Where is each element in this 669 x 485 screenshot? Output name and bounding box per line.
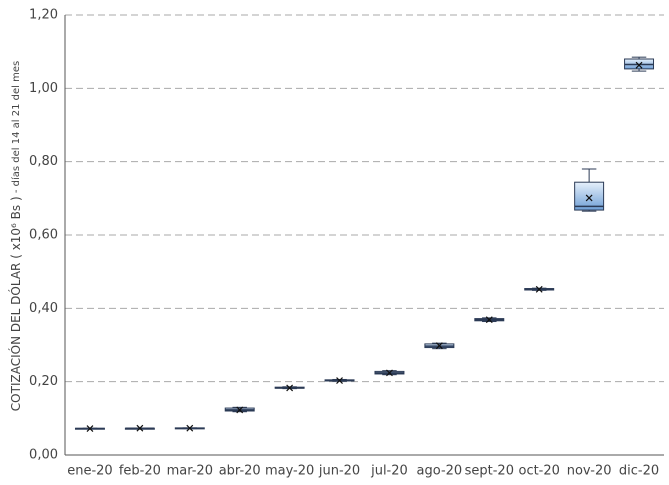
- x-tick-label: nov-20: [567, 464, 612, 479]
- mean-marker: [136, 424, 144, 432]
- mean-marker: [286, 384, 294, 392]
- y-axis-note: - días del 14 al 21 del mes: [10, 61, 22, 197]
- y-tick-label: 0,00: [29, 448, 58, 463]
- y-axis-label: COTIZACIÓN DEL DÓLAR ( x10⁶ Bs ): [8, 196, 23, 411]
- x-tick-label: abr-20: [219, 464, 261, 479]
- mean-marker: [86, 425, 94, 433]
- mean-marker: [635, 61, 643, 69]
- mean-marker: [435, 342, 443, 350]
- x-tick-label: ago-20: [417, 464, 463, 479]
- x-tick-label: feb-20: [119, 464, 161, 479]
- x-tick-label: oct-20: [518, 464, 559, 479]
- mean-marker: [236, 406, 244, 414]
- x-tick-label: ene-20: [67, 464, 112, 479]
- mean-marker: [535, 285, 543, 293]
- x-tick-label: mar-20: [167, 464, 213, 479]
- x-tick-label: jul-20: [370, 464, 408, 479]
- mean-marker: [186, 424, 194, 432]
- mean-marker: [585, 194, 593, 202]
- y-tick-label: 1,20: [29, 8, 58, 23]
- x-tick-label: jun-20: [318, 464, 360, 479]
- mean-marker: [336, 377, 343, 384]
- x-tick-label: sept-20: [465, 464, 514, 479]
- y-tick-label: 0,80: [29, 154, 58, 169]
- y-tick-label: 0,40: [29, 301, 58, 316]
- mean-marker: [386, 369, 393, 377]
- x-tick-label: may-20: [265, 464, 314, 479]
- x-tick-label: dic-20: [619, 464, 659, 479]
- y-tick-label: 0,60: [29, 228, 58, 243]
- mean-marker: [485, 316, 493, 324]
- y-tick-label: 1,00: [29, 81, 58, 96]
- box: [574, 181, 605, 211]
- y-axis-title: COTIZACIÓN DEL DÓLAR ( x10⁶ Bs ) - días …: [8, 61, 23, 411]
- y-tick-label: 0,20: [29, 374, 58, 389]
